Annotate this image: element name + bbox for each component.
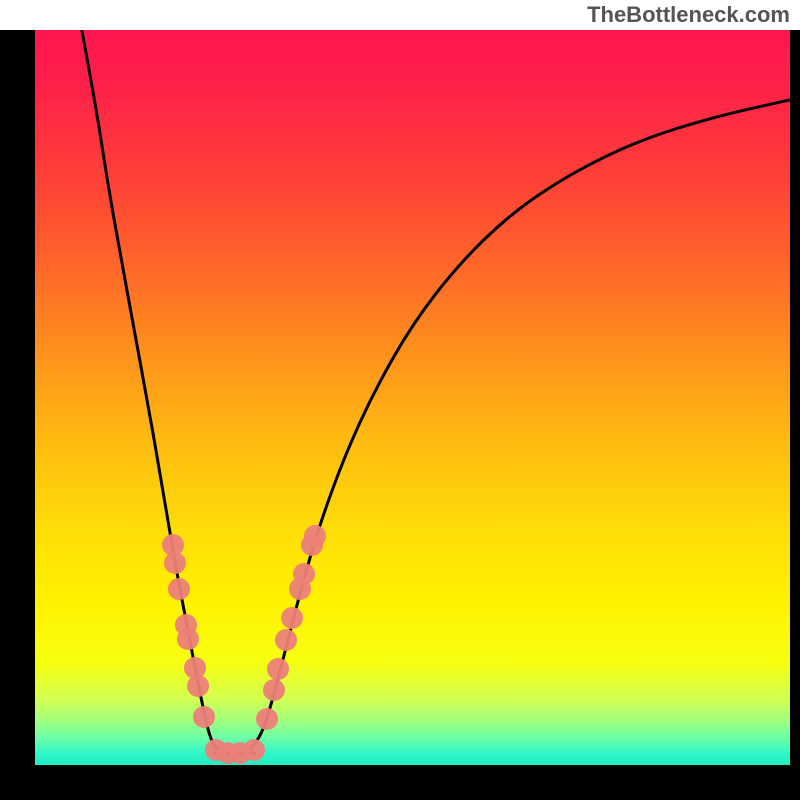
data-dot: [187, 675, 209, 697]
watermark-text: TheBottleneck.com: [587, 2, 790, 28]
data-dot: [164, 552, 186, 574]
data-dot: [177, 628, 199, 650]
data-dot: [263, 679, 285, 701]
data-dot: [281, 607, 303, 629]
dots-layer: [35, 30, 790, 765]
data-dot: [256, 708, 278, 730]
frame-right: [790, 30, 800, 800]
data-dot: [168, 578, 190, 600]
data-dot: [275, 629, 297, 651]
data-dot: [193, 706, 215, 728]
data-dot: [243, 739, 265, 761]
data-dot: [304, 525, 326, 547]
data-dot: [293, 563, 315, 585]
chart-container: TheBottleneck.com: [0, 0, 800, 800]
frame-bottom: [0, 765, 800, 800]
frame-left: [0, 30, 35, 800]
data-dot: [267, 658, 289, 680]
plot-area: [35, 30, 790, 765]
